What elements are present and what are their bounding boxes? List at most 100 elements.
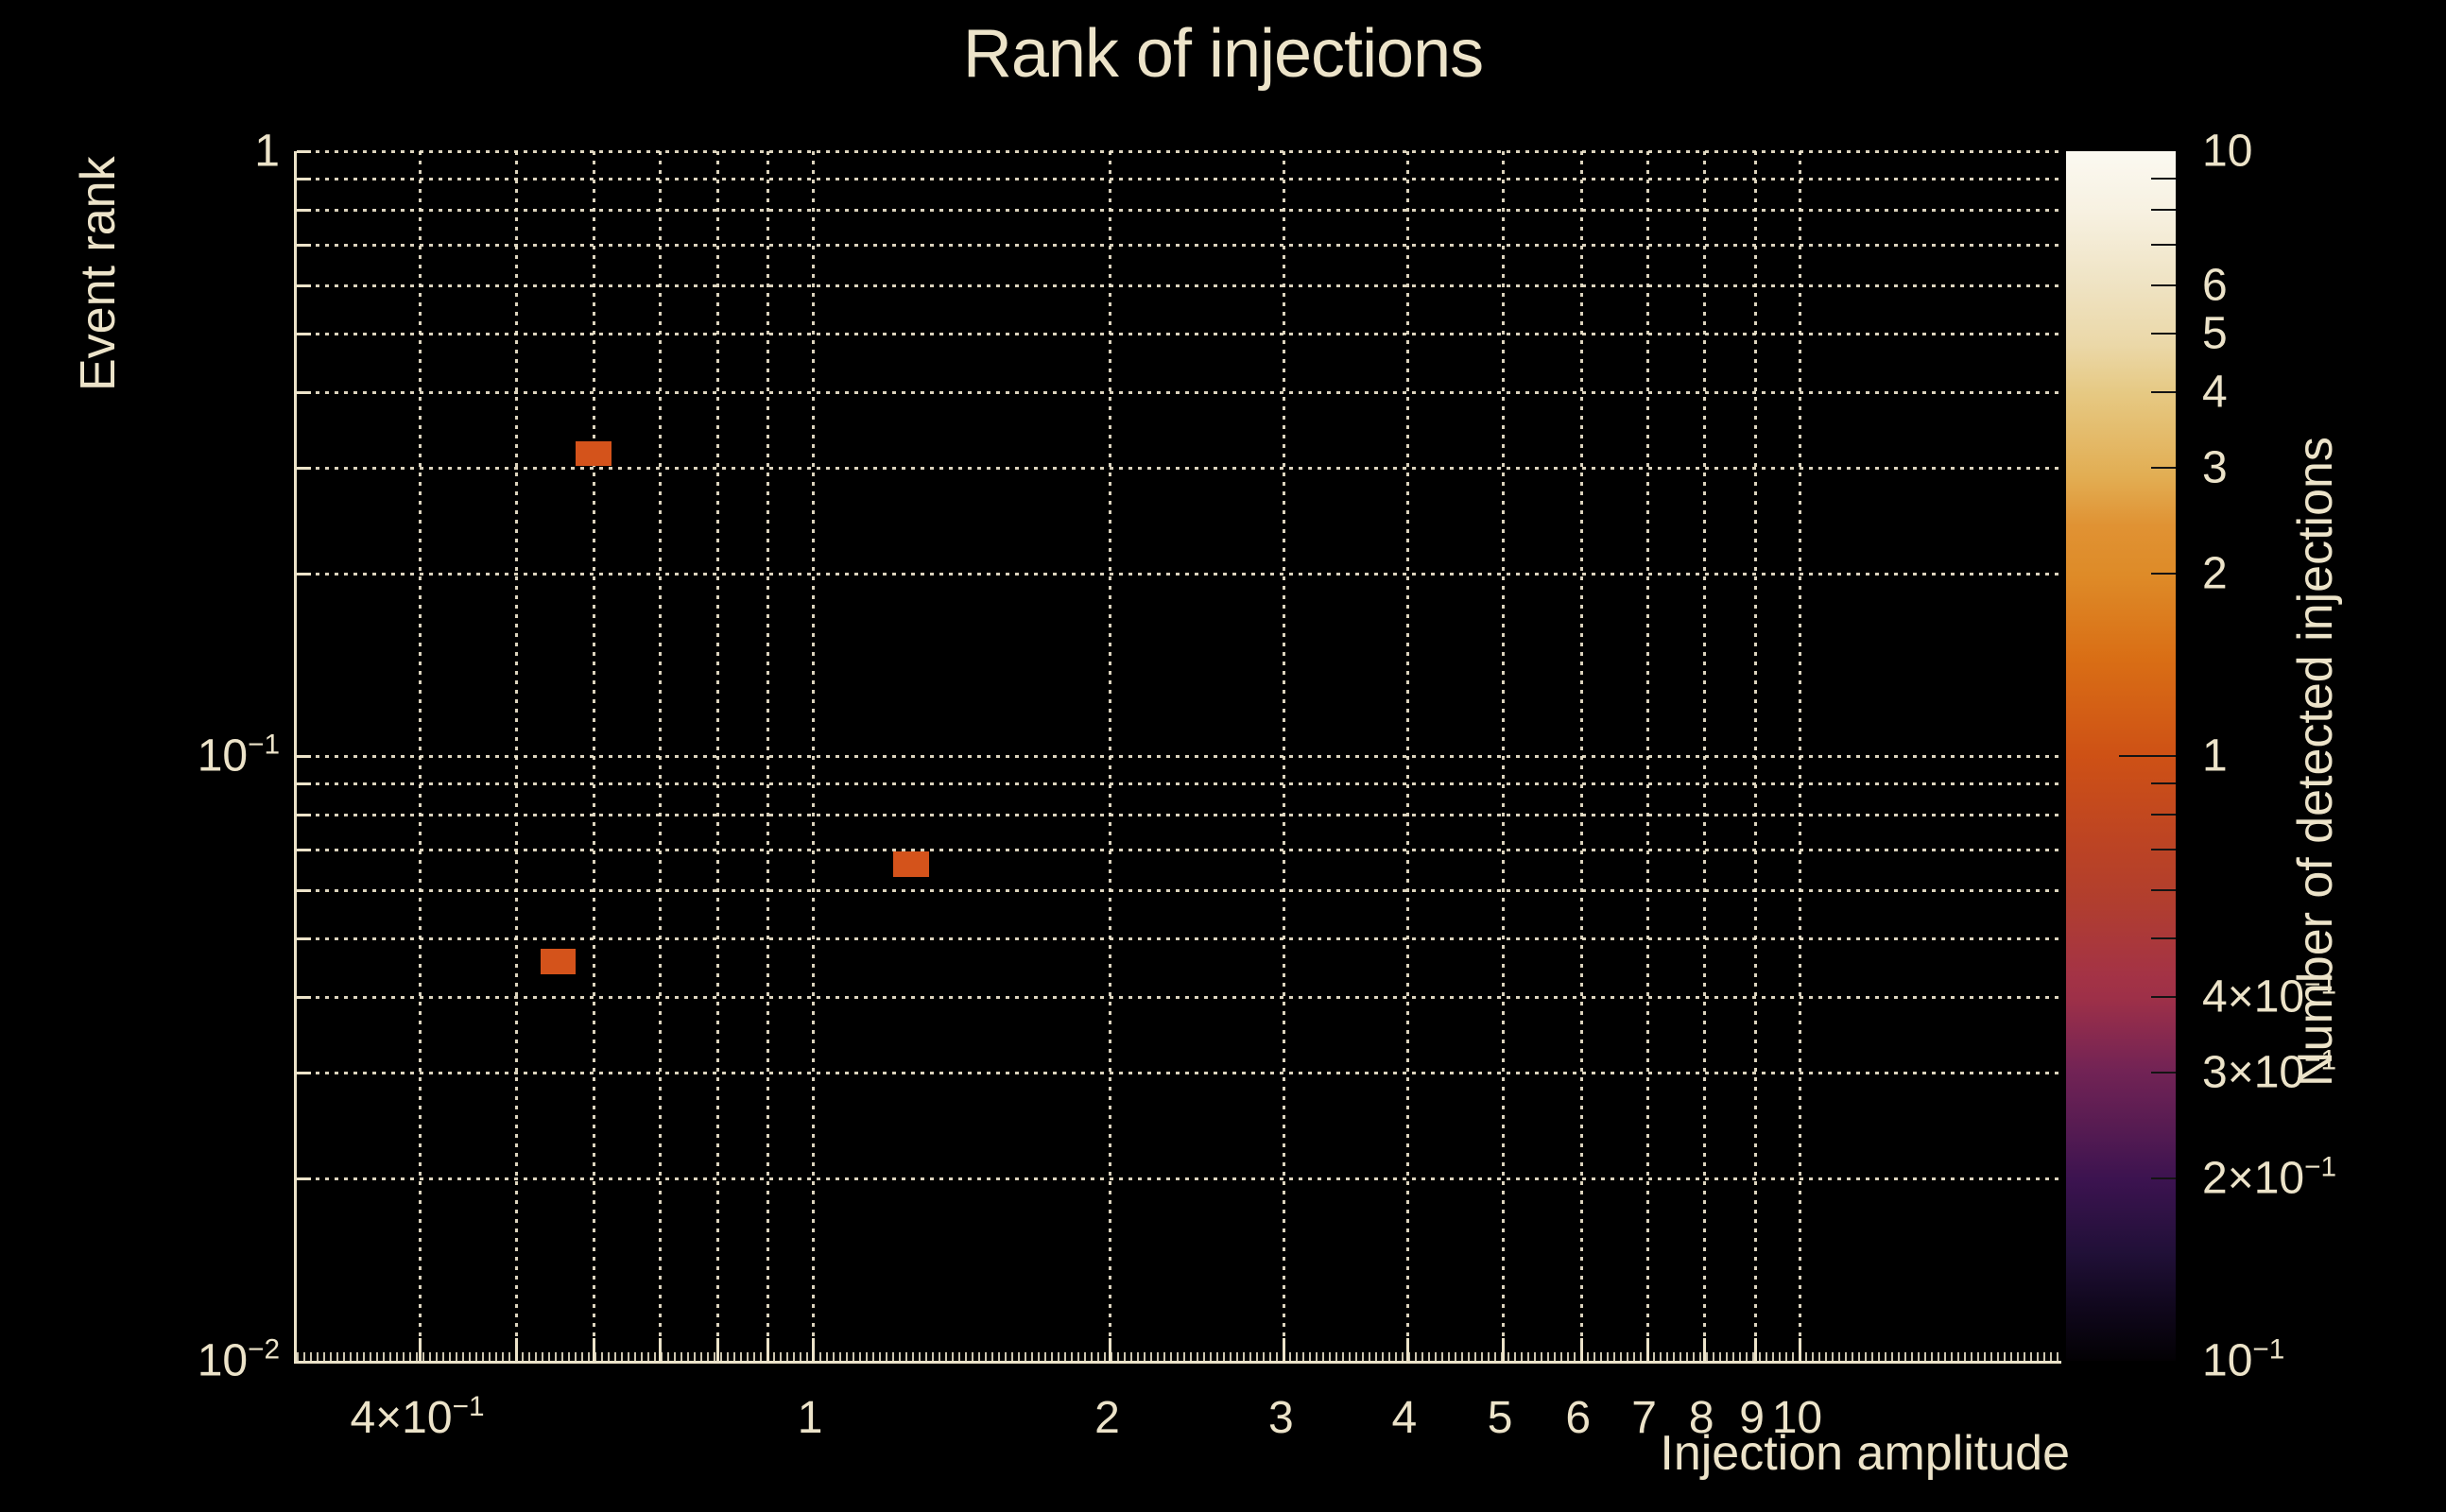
y-tick-mark xyxy=(297,814,311,817)
colorbar-tick xyxy=(2151,995,2176,998)
y-tick-mark xyxy=(297,209,311,213)
y-tick-mark xyxy=(297,284,311,287)
y-gridline xyxy=(297,782,2061,786)
x-tick-mark xyxy=(1703,1338,1707,1361)
x-tick-label: 4×10−1 xyxy=(350,1390,485,1443)
y-gridline xyxy=(297,390,2061,394)
heatmap-cell xyxy=(576,441,612,466)
y-gridline xyxy=(297,573,2061,576)
y-tick-mark xyxy=(297,573,311,576)
y-tick-mark xyxy=(297,390,311,394)
y-tick-label: 1 xyxy=(254,126,280,177)
y-gridline xyxy=(297,936,2061,940)
y-tick-mark xyxy=(297,755,311,758)
colorbar-tick-label: 1 xyxy=(2202,730,2228,782)
x-tick-label: 3 xyxy=(1268,1393,1294,1443)
y-gridline xyxy=(297,209,2061,213)
colorbar-tick xyxy=(2151,284,2176,286)
colorbar-major-tick xyxy=(2119,755,2176,757)
x-tick-label: 5 xyxy=(1487,1393,1513,1443)
plot-area xyxy=(294,150,2061,1364)
colorbar-tick-label: 2 xyxy=(2202,548,2228,599)
x-tick-label: 6 xyxy=(1565,1393,1592,1443)
x-tick-mark xyxy=(593,1338,596,1361)
colorbar-tick xyxy=(2151,1177,2176,1180)
y-tick-mark xyxy=(297,150,311,153)
y-gridline xyxy=(297,178,2061,181)
chart-title: Rank of injections xyxy=(962,16,1484,92)
y-gridline xyxy=(297,332,2061,335)
heatmap-cell xyxy=(892,851,929,878)
x-tick-label: 4 xyxy=(1391,1393,1418,1443)
x-tick-mark xyxy=(1799,1338,1802,1361)
y-tick-mark xyxy=(297,849,311,852)
x-tick-label: 2 xyxy=(1094,1393,1120,1443)
colorbar-tick-label: 2×10−1 xyxy=(2202,1151,2337,1204)
colorbar-tick-label: 3 xyxy=(2202,442,2228,493)
y-gridline xyxy=(297,995,2061,999)
y-tick-label: 10−1 xyxy=(197,729,280,782)
y-tick-mark xyxy=(297,1071,311,1074)
colorbar-tick-label: 3×10−1 xyxy=(2202,1044,2337,1098)
colorbar-tick xyxy=(2151,814,2176,816)
y-tick-mark xyxy=(297,466,311,470)
x-tick-mark xyxy=(767,1338,770,1361)
colorbar-tick xyxy=(2151,849,2176,851)
x-tick-mark xyxy=(1109,1338,1112,1361)
x-tick-mark xyxy=(1405,1338,1409,1361)
x-tick-mark xyxy=(1645,1338,1649,1361)
x-tick-mark xyxy=(514,1338,518,1361)
colorbar-tick xyxy=(2151,390,2176,393)
y-tick-mark xyxy=(297,1177,311,1181)
y-gridline xyxy=(297,244,2061,248)
colorbar-tick xyxy=(2151,244,2176,247)
y-tick-mark xyxy=(297,782,311,786)
x-tick-mark xyxy=(812,1338,816,1361)
y-tick-mark xyxy=(297,332,311,335)
colorbar-tick xyxy=(2151,782,2176,785)
colorbar-tick xyxy=(2151,1071,2176,1074)
y-tick-mark xyxy=(297,178,311,181)
y-gridline xyxy=(297,284,2061,287)
y-tick-mark xyxy=(297,888,311,892)
colorbar-tick xyxy=(2151,936,2176,939)
colorbar-tick-label: 5 xyxy=(2202,308,2228,359)
y-tick-label: 10−2 xyxy=(197,1333,280,1386)
x-tick-mark xyxy=(659,1338,663,1361)
x-tick-mark xyxy=(419,1338,422,1361)
x-tick-mark xyxy=(1502,1338,1506,1361)
x-tick-label: 10 xyxy=(1771,1393,1823,1443)
colorbar-tick-label: 4 xyxy=(2202,367,2228,418)
y-axis-title: Event rank xyxy=(71,156,126,391)
x-tick-mark xyxy=(1579,1338,1583,1361)
x-tick-label: 7 xyxy=(1631,1393,1658,1443)
y-gridline xyxy=(297,1071,2061,1074)
y-gridline xyxy=(297,1177,2061,1181)
y-gridline xyxy=(297,888,2061,892)
colorbar-tick xyxy=(2151,332,2176,335)
x-tick-label: 1 xyxy=(797,1393,823,1443)
y-gridline xyxy=(297,755,2061,758)
colorbar-tick-label: 6 xyxy=(2202,260,2228,311)
colorbar-tick xyxy=(2151,178,2176,180)
y-gridline xyxy=(297,150,2061,153)
colorbar-tick xyxy=(2151,209,2176,212)
x-tick-label: 8 xyxy=(1688,1393,1714,1443)
colorbar-tick-label: 10 xyxy=(2202,126,2253,177)
x-tick-mark xyxy=(715,1338,719,1361)
x-tick-mark xyxy=(1753,1338,1757,1361)
colorbar-tick-label: 4×10−1 xyxy=(2202,969,2337,1022)
x-axis-dense-ticks xyxy=(297,1352,2061,1361)
heatmap-cell xyxy=(541,949,577,975)
colorbar-tick xyxy=(2151,573,2176,576)
y-gridline xyxy=(297,466,2061,470)
x-axis-title: Injection amplitude xyxy=(1660,1426,2070,1481)
y-gridline xyxy=(297,814,2061,817)
y-gridline xyxy=(297,849,2061,852)
x-tick-mark xyxy=(1283,1338,1286,1361)
x-tick-label: 9 xyxy=(1739,1393,1765,1443)
colorbar-tick-label: 10−1 xyxy=(2202,1333,2285,1386)
y-tick-mark xyxy=(297,244,311,248)
y-tick-mark xyxy=(297,995,311,999)
